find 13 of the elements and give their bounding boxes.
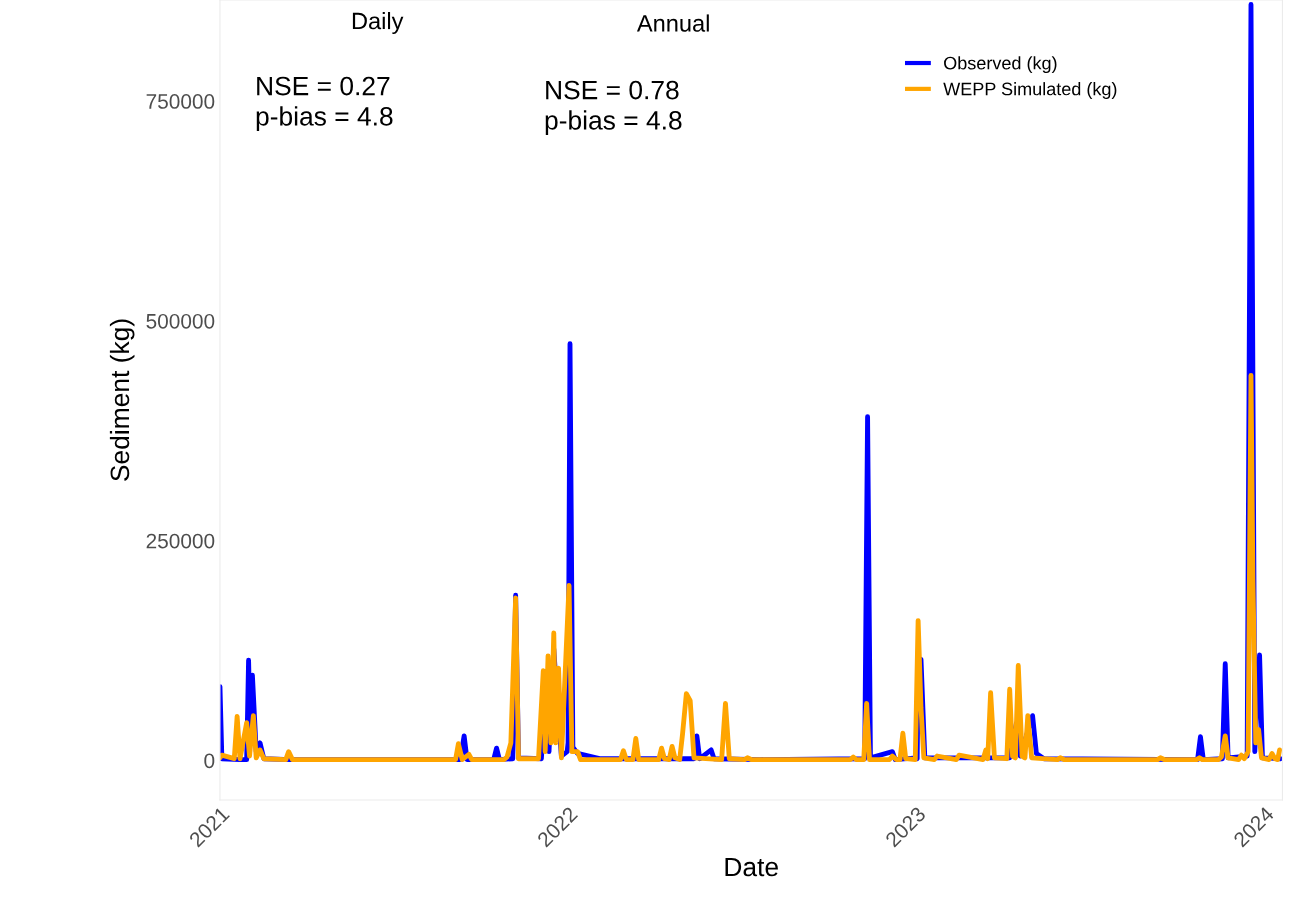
- y-tick-label: 0: [204, 753, 215, 769]
- annotation: NSE = 0.27 p-bias = 4.8: [256, 76, 393, 131]
- y-tick-label: 500000: [146, 313, 215, 329]
- x-axis-title: Date: [725, 857, 778, 877]
- y-axis-title: Sediment (kg): [109, 319, 135, 481]
- y-tick-label: 250000: [146, 533, 215, 549]
- line-series: [219, 372, 1283, 763]
- y-tick-label: 750000: [146, 94, 215, 109]
- legend-label: Observed (kg): [944, 56, 1057, 74]
- annotation: Daily: [352, 12, 404, 35]
- legend-label: WEPP Simulated (kg): [943, 82, 1117, 99]
- annotation: NSE = 0.78 p-bias = 4.8: [545, 80, 682, 135]
- annotation: Annual: [636, 14, 709, 32]
